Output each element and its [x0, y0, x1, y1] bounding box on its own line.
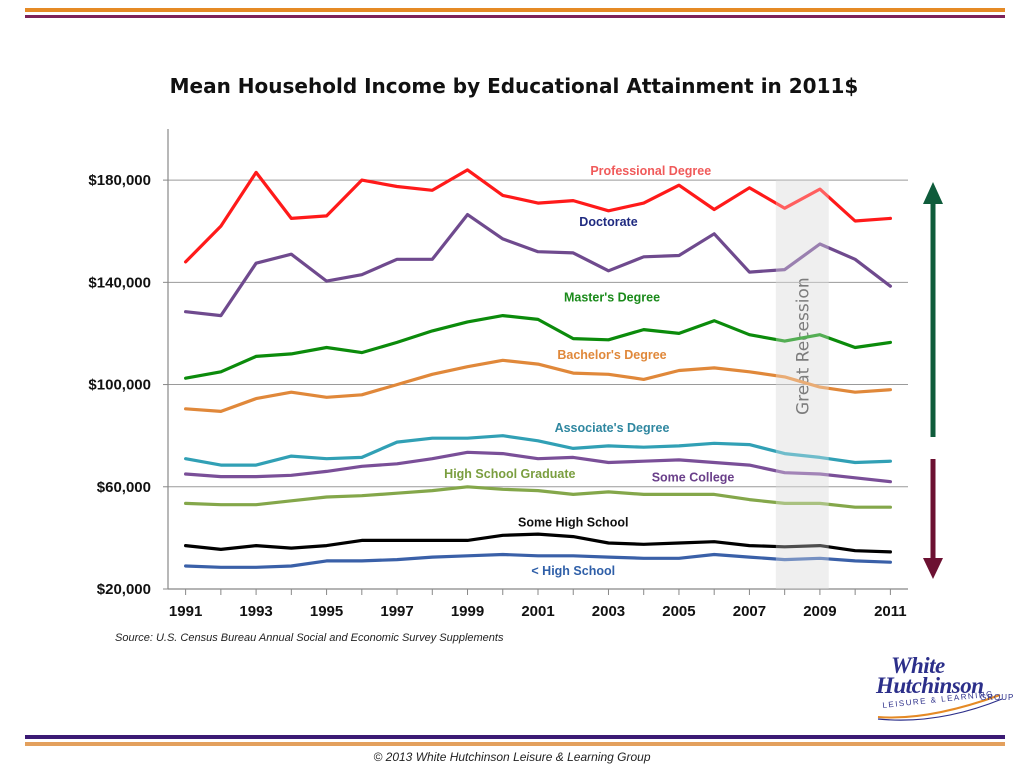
series-line	[184, 450, 893, 484]
arrow-up-head	[923, 182, 943, 204]
logo-swoosh	[877, 694, 1003, 721]
series-line	[184, 358, 893, 413]
logo-word-white: White	[891, 653, 945, 678]
x-tick-label: 1991	[169, 603, 202, 620]
series-line	[184, 552, 893, 569]
x-tick-label: 2005	[662, 603, 695, 620]
bottom-orange-rule	[25, 742, 1005, 746]
y-tick-label: $60,000	[97, 479, 151, 496]
axes: $20,000 $60,000 $100,000 $140,000 $180,000 19…	[88, 129, 908, 620]
series-label: Some College	[652, 471, 735, 485]
gridlines	[168, 179, 908, 488]
x-tick-label: 2011	[874, 603, 907, 620]
series-line	[184, 485, 893, 509]
chart-title: Mean Household Income by Educational Att…	[170, 74, 859, 98]
x-tick-label: 1999	[451, 603, 484, 620]
y-tick-label: $100,000	[88, 377, 151, 394]
bottom-purple-rule	[25, 735, 1005, 739]
recession-overlay	[775, 180, 829, 589]
series-label: < High School	[531, 564, 615, 578]
x-tick-label: 2001	[521, 603, 554, 620]
series-line	[184, 314, 893, 380]
x-tick-label: 2007	[733, 603, 766, 620]
y-tick-label: $20,000	[97, 581, 151, 598]
x-tick-label: 2003	[592, 603, 625, 620]
series-label: Bachelor's Degree	[557, 348, 666, 362]
x-tick-label: 2009	[803, 603, 836, 620]
series-label: Some High School	[518, 515, 628, 529]
logo-group-word: GROUP	[980, 693, 1015, 702]
x-tick-label: 1997	[380, 603, 413, 620]
series-label: Associate's Degree	[555, 421, 670, 435]
series-lines	[184, 168, 893, 589]
logo-word-hutchinson: Hutchinson	[876, 673, 984, 698]
y-tick-label: $140,000	[88, 274, 151, 291]
series-label: Professional Degree	[590, 164, 711, 178]
series-line	[184, 434, 893, 467]
copyright-footer: © 2013 White Hutchinson Leisure & Learni…	[373, 750, 651, 764]
series-line	[184, 168, 893, 264]
arrow-down-head	[923, 558, 943, 579]
x-tick-label: 1993	[239, 603, 272, 620]
company-logo: White Hutchinson LEISURE & LEARNING GROU…	[868, 653, 1013, 730]
y-tick-label: $180,000	[88, 172, 151, 189]
series-label: Doctorate	[579, 215, 637, 229]
x-tick-label: 1995	[310, 603, 343, 620]
source-note: Source: U.S. Census Bureau Annual Social…	[115, 632, 504, 644]
top-purple-rule	[25, 15, 1005, 18]
series-labels: Professional Degree Doctorate Master's Deg…	[444, 164, 734, 578]
series-line	[184, 532, 893, 554]
trend-arrows	[923, 182, 943, 579]
series-label: Master's Degree	[564, 291, 660, 305]
series-label: High School Graduate	[444, 467, 575, 481]
top-orange-rule	[25, 8, 1005, 12]
series-line	[184, 213, 893, 318]
